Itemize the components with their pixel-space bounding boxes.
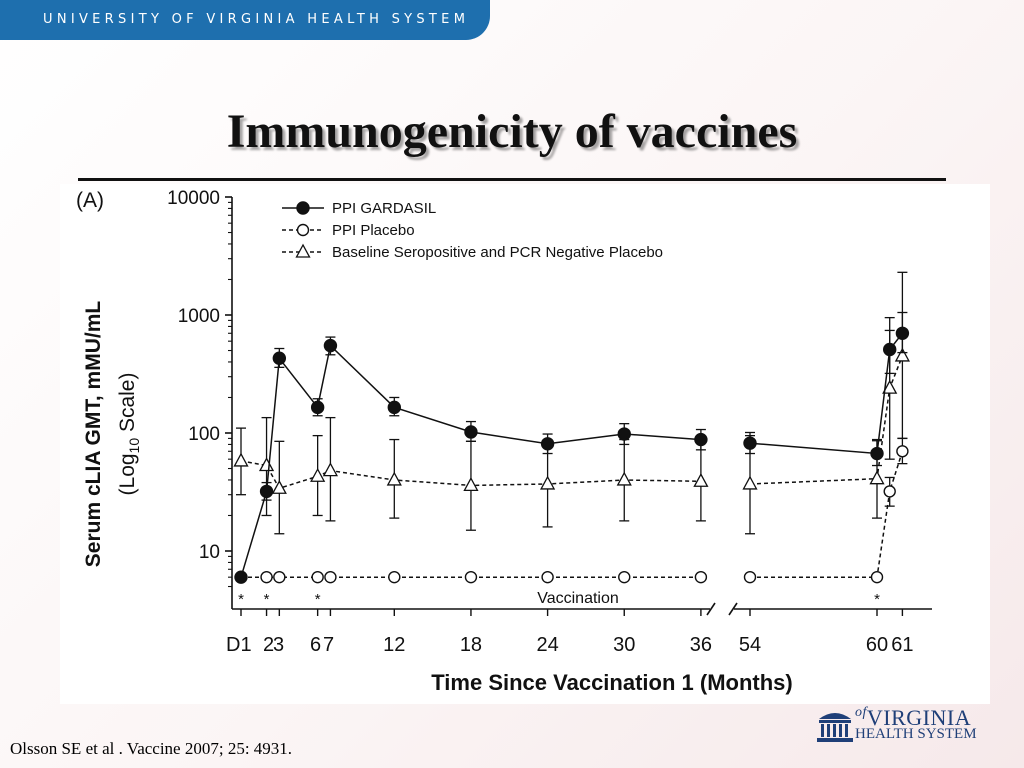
seropositive-point xyxy=(310,467,326,482)
seropositive-point xyxy=(616,471,632,486)
uva-health-logo: ofVIRGINIA HEALTH SYSTEM xyxy=(815,705,995,745)
placebo-point xyxy=(273,570,286,584)
seropositive-point xyxy=(540,475,556,490)
y-tick-label: 100 xyxy=(188,424,220,445)
x-tick-label: 2 xyxy=(263,634,274,656)
slide-title: Immunogenicity of vaccines xyxy=(226,105,798,158)
placebo-point xyxy=(743,570,757,584)
placebo-point xyxy=(694,570,708,584)
seropositive-point xyxy=(894,347,910,362)
chart-panel: 10 100 1000 10000 Serum cLIA GMT, mMU/mL (Log… xyxy=(60,184,990,704)
y-axis-label: Serum cLIA GMT, mMU/mL xyxy=(82,301,105,568)
gardasil-point xyxy=(272,351,287,365)
gardasil-point xyxy=(540,437,555,451)
gardasil-point xyxy=(323,338,338,353)
seropositive-point xyxy=(386,471,402,486)
gardasil-point xyxy=(259,484,274,499)
y-tick-label: 10000 xyxy=(167,188,220,209)
vaccination-star: * xyxy=(238,591,244,608)
placebo-point xyxy=(541,570,554,584)
axis-break-mark xyxy=(728,602,738,616)
gardasil-point xyxy=(464,425,478,439)
x-tick-label: 12 xyxy=(383,634,405,656)
citation: Olsson SE et al . Vaccine 2007; 25: 4931… xyxy=(10,739,293,758)
rotunda-icon xyxy=(817,713,853,742)
gmt-line-chart: 10 100 1000 10000 Serum cLIA GMT, mMU/mL (Log… xyxy=(76,188,932,695)
series-0 xyxy=(234,311,910,584)
legend-label: PPI Placebo xyxy=(332,222,415,239)
gardasil-point xyxy=(234,570,248,584)
x-tick-label: 61 xyxy=(891,634,913,656)
gardasil-point xyxy=(870,446,884,461)
gardasil-point xyxy=(296,201,310,215)
seropositive-point xyxy=(271,479,287,494)
axis-break-mark xyxy=(706,602,716,616)
seropositive-point xyxy=(322,462,339,477)
logo-health-system: HEALTH SYSTEM xyxy=(855,726,977,742)
y-axis-label-scale: (Log10 Scale) xyxy=(116,373,142,496)
vaccination-star: * xyxy=(315,591,321,608)
seropositive-point xyxy=(693,472,709,487)
series-line xyxy=(750,451,904,578)
placebo-point xyxy=(896,445,909,458)
seropositive-point xyxy=(463,476,479,492)
gardasil-point xyxy=(883,342,897,357)
seropositive-point xyxy=(742,475,758,490)
series-line xyxy=(749,332,903,455)
seropositive-point xyxy=(233,452,249,467)
seropositive-point xyxy=(869,470,885,485)
placebo-point xyxy=(464,570,478,584)
placebo-point xyxy=(296,223,310,237)
gardasil-point xyxy=(617,427,631,441)
gardasil-point xyxy=(694,432,708,447)
seropositive-point xyxy=(882,379,898,394)
logo-virginia: ofVIRGINIA xyxy=(855,705,972,730)
x-tick-label: D1 xyxy=(226,634,252,656)
panel-label: (A) xyxy=(76,189,104,212)
x-tick-label: 60 xyxy=(866,634,888,656)
seropositive-point xyxy=(295,243,311,258)
series-2 xyxy=(233,271,910,535)
gardasil-point xyxy=(743,436,757,450)
x-tick-label: 18 xyxy=(460,634,482,656)
title-rule xyxy=(78,178,946,181)
x-axis-label: Time Since Vaccination 1 (Months) xyxy=(431,670,792,695)
x-tick-label: 24 xyxy=(536,634,558,656)
placebo-point xyxy=(618,570,631,584)
vaccination-star: * xyxy=(264,591,270,608)
x-tick-label: 7 xyxy=(323,634,334,656)
series-1 xyxy=(234,437,909,584)
legend-label: PPI GARDASIL xyxy=(332,200,436,217)
placebo-point xyxy=(311,570,324,584)
series-line xyxy=(749,355,904,485)
placebo-point xyxy=(870,570,884,584)
placebo-point xyxy=(388,570,401,584)
placebo-point xyxy=(260,570,273,584)
y-tick-label: 10 xyxy=(199,542,220,563)
series-line xyxy=(240,344,701,578)
x-tick-label: 6 xyxy=(310,634,321,656)
gardasil-point xyxy=(895,326,910,340)
institution-banner: UNIVERSITY OF VIRGINIA HEALTH SYSTEM xyxy=(0,0,490,40)
placebo-point xyxy=(324,570,337,584)
gardasil-point xyxy=(387,400,401,415)
gardasil-point xyxy=(310,400,325,415)
vaccination-label: Vaccination xyxy=(537,590,619,607)
x-tick-label: 30 xyxy=(613,634,635,656)
legend-label: Baseline Seropositive and PCR Negative P… xyxy=(332,244,663,261)
vaccination-star: * xyxy=(874,591,880,608)
x-tick-label: 54 xyxy=(739,634,761,656)
legend: PPI GARDASIL PPI Placebo Baseline Seroposi… xyxy=(282,200,663,261)
x-tick-label: 36 xyxy=(690,634,712,656)
placebo-point xyxy=(883,485,896,498)
x-tick-label: 3 xyxy=(273,634,284,656)
y-tick-label: 1000 xyxy=(178,306,220,327)
